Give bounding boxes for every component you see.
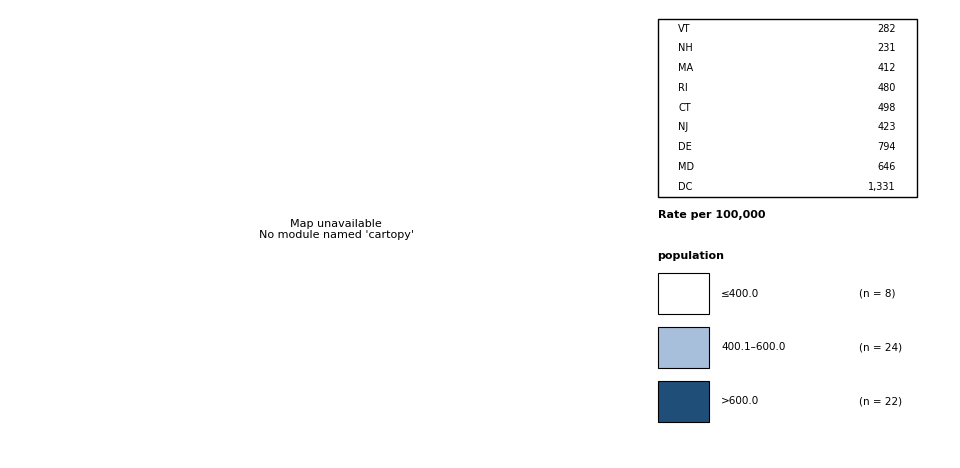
Text: NJ: NJ <box>679 123 688 132</box>
Text: (n = 24): (n = 24) <box>859 343 902 352</box>
Text: 480: 480 <box>877 83 896 93</box>
Text: 498: 498 <box>877 102 896 113</box>
Text: 646: 646 <box>877 162 896 172</box>
Bar <box>658 381 709 422</box>
Text: 1,331: 1,331 <box>869 182 896 192</box>
Text: 231: 231 <box>877 44 896 53</box>
Text: VT: VT <box>679 23 691 34</box>
Text: (n = 8): (n = 8) <box>859 289 896 299</box>
Text: 400.1–600.0: 400.1–600.0 <box>721 343 785 352</box>
Bar <box>658 273 709 314</box>
Bar <box>658 327 709 368</box>
Text: MD: MD <box>679 162 694 172</box>
Text: CT: CT <box>679 102 691 113</box>
Text: DE: DE <box>679 142 692 152</box>
Text: Map unavailable
No module named 'cartopy': Map unavailable No module named 'cartopy… <box>258 219 414 240</box>
Text: 412: 412 <box>877 63 896 73</box>
Text: (n = 22): (n = 22) <box>859 396 902 406</box>
Text: Rate per 100,000: Rate per 100,000 <box>658 211 765 220</box>
Text: 282: 282 <box>877 23 896 34</box>
Text: >600.0: >600.0 <box>721 396 759 406</box>
Text: DC: DC <box>679 182 693 192</box>
Text: 794: 794 <box>877 142 896 152</box>
Text: 423: 423 <box>877 123 896 132</box>
Text: NH: NH <box>679 44 693 53</box>
Text: MA: MA <box>679 63 693 73</box>
Text: ≤400.0: ≤400.0 <box>721 289 759 299</box>
Text: population: population <box>658 251 725 261</box>
Text: RI: RI <box>679 83 688 93</box>
